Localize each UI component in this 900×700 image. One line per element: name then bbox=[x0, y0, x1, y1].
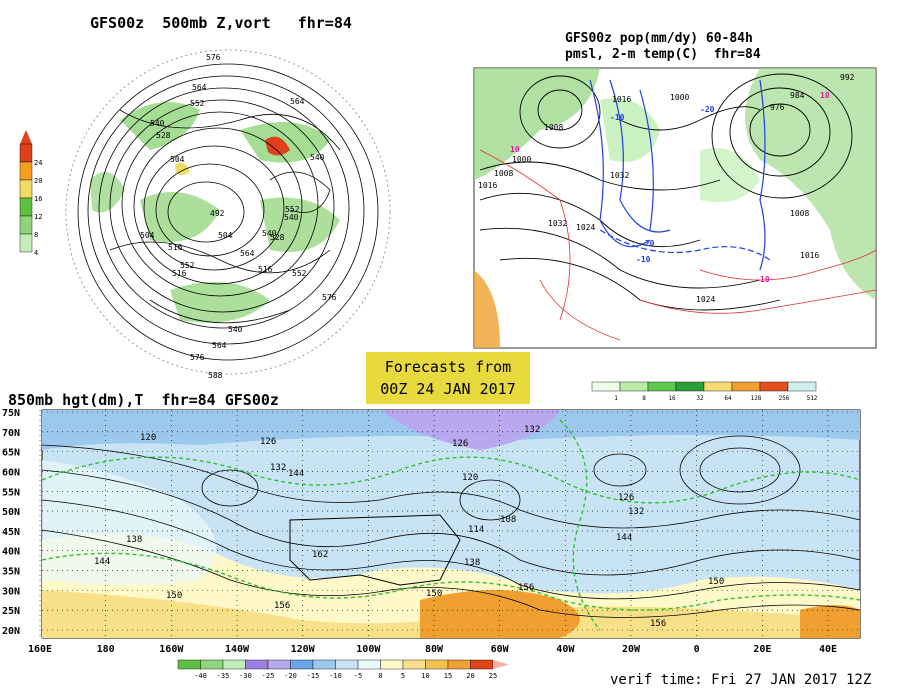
svg-text:540: 540 bbox=[310, 153, 325, 162]
panel-precip-title-line1: GFS00z pop(mm/dy) 60-84h bbox=[565, 31, 753, 46]
colorbar-500mb-swatch bbox=[19, 161, 33, 181]
colorbar-500mb-label: 16 bbox=[34, 195, 42, 203]
colorbar-500mb-swatch bbox=[19, 215, 33, 235]
svg-text:540: 540 bbox=[262, 229, 277, 238]
colorbar-500mb-swatch bbox=[19, 143, 33, 163]
panel-precip-title-line2: pmsl, 2-m temp(C) fhr=84 bbox=[565, 47, 761, 62]
svg-text:564: 564 bbox=[290, 97, 305, 106]
svg-text:576: 576 bbox=[206, 53, 221, 62]
svg-text:588: 588 bbox=[208, 371, 223, 380]
colorbar-500mb: 24 20 16 12 8 4 bbox=[19, 130, 42, 257]
colorbar-500mb-swatch bbox=[19, 197, 33, 217]
svg-text:552: 552 bbox=[292, 269, 307, 278]
banner-line1: Forecasts from bbox=[384, 358, 512, 376]
svg-text:540: 540 bbox=[150, 119, 165, 128]
panel-850mb-title: 850mb hgt(dm),T fhr=84 GFS00z bbox=[8, 391, 279, 409]
svg-text:504: 504 bbox=[170, 155, 185, 164]
colorbar-500mb-label: 12 bbox=[34, 213, 42, 221]
svg-text:552: 552 bbox=[190, 99, 205, 108]
svg-text:576: 576 bbox=[322, 293, 337, 302]
svg-text:528: 528 bbox=[270, 233, 285, 242]
svg-text:552: 552 bbox=[180, 261, 195, 270]
svg-text:540: 540 bbox=[284, 213, 299, 222]
svg-text:564: 564 bbox=[212, 341, 227, 350]
colorbar-500mb-label: 20 bbox=[34, 177, 42, 185]
colorbar-500mb-label: 8 bbox=[34, 231, 38, 239]
panel-500mb-title: GFS00z 500mb Z,vort fhr=84 bbox=[90, 14, 352, 32]
verif-time: verif time: Fri 27 JAN 2017 12Z bbox=[610, 672, 872, 688]
svg-text:516: 516 bbox=[258, 265, 273, 274]
colorbar-500mb-arrow bbox=[20, 130, 32, 144]
svg-text:504: 504 bbox=[218, 231, 233, 240]
svg-text:516: 516 bbox=[168, 243, 183, 252]
colorbar-500mb-swatch bbox=[19, 233, 33, 253]
svg-text:516: 516 bbox=[172, 269, 187, 278]
colorbar-500mb-label: 4 bbox=[34, 249, 38, 257]
colorbar-500mb-label: 24 bbox=[34, 159, 42, 167]
svg-text:528: 528 bbox=[156, 131, 171, 140]
forecast-banner: Forecasts from 00Z 24 JAN 2017 bbox=[366, 352, 530, 404]
svg-text:504: 504 bbox=[140, 231, 155, 240]
svg-text:492: 492 bbox=[210, 209, 225, 218]
svg-text:564: 564 bbox=[240, 249, 255, 258]
svg-text:576: 576 bbox=[190, 353, 205, 362]
colorbar-500mb-swatch bbox=[19, 179, 33, 199]
svg-text:564: 564 bbox=[192, 83, 207, 92]
svg-text:540: 540 bbox=[228, 325, 243, 334]
svg-text:552: 552 bbox=[285, 205, 300, 214]
banner-line2: 00Z 24 JAN 2017 bbox=[380, 380, 516, 398]
